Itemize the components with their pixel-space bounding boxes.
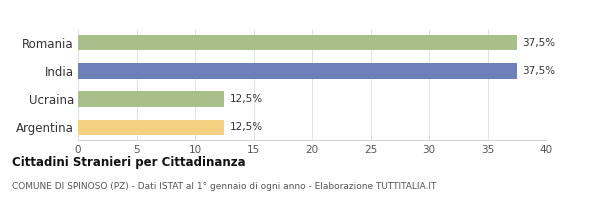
Text: Cittadini Stranieri per Cittadinanza: Cittadini Stranieri per Cittadinanza <box>12 156 245 169</box>
Bar <box>78 35 517 50</box>
Text: 37,5%: 37,5% <box>523 66 556 76</box>
Bar <box>78 120 224 135</box>
Text: 37,5%: 37,5% <box>523 38 556 48</box>
Bar <box>78 63 517 79</box>
Bar <box>78 91 224 107</box>
Text: COMUNE DI SPINOSO (PZ) - Dati ISTAT al 1° gennaio di ogni anno - Elaborazione TU: COMUNE DI SPINOSO (PZ) - Dati ISTAT al 1… <box>12 182 436 191</box>
Text: 12,5%: 12,5% <box>230 94 263 104</box>
Text: 12,5%: 12,5% <box>230 122 263 132</box>
Legend: Europa, Asia, America: Europa, Asia, America <box>206 0 418 4</box>
